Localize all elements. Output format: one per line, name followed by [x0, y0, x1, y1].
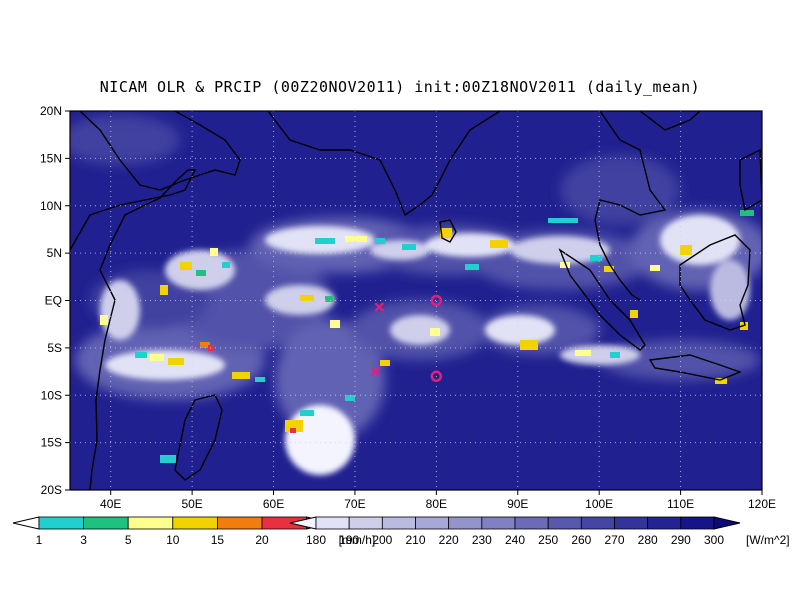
colorbar-swatch	[415, 516, 450, 530]
colorbar-label: 10	[166, 533, 180, 547]
lat-tick-label: EQ	[45, 294, 62, 308]
coastlines	[70, 111, 762, 490]
colorbar-swatch	[315, 516, 350, 530]
lon-tick-label: 60E	[263, 497, 284, 511]
colorbar-label: 270	[604, 533, 624, 547]
colorbar-swatch	[83, 516, 129, 530]
lon-tick-label: 70E	[344, 497, 365, 511]
lon-tick-label: 120E	[748, 497, 776, 511]
colorbar-label: 5	[125, 533, 132, 547]
lon-tick-label: 40E	[100, 497, 121, 511]
colorbar-unit: [W/m^2]	[746, 533, 790, 547]
colorbar-swatch	[647, 516, 682, 530]
lat-tick-label: 15S	[41, 436, 62, 450]
lat-tick-label: 10N	[40, 199, 62, 213]
lon-tick-label: 110E	[667, 497, 694, 511]
x-marker	[370, 366, 381, 377]
colorbar-swatch	[216, 516, 263, 530]
colorbar-label: 300	[704, 533, 724, 547]
colorbar-label: 20	[255, 533, 269, 547]
x-marker	[374, 302, 385, 312]
lon-tick-label: 90E	[507, 497, 528, 511]
olr-field	[70, 111, 762, 490]
colorbar-label: 180	[306, 533, 326, 547]
colorbar-swatch	[547, 516, 582, 530]
colorbar-label: 230	[472, 533, 492, 547]
colorbar-swatch	[127, 516, 174, 530]
map-grid	[70, 111, 762, 490]
colorbar-unit: [mm/h]	[339, 533, 376, 547]
map-axes: 20N 15N 10N 5N EQ 5S 10S 15S 20S 40E 50E 60E 70E 80E 9…	[40, 104, 776, 511]
precip-field	[100, 210, 754, 463]
colorbar-swatch	[580, 516, 615, 530]
colorbar-label: 3	[80, 533, 87, 547]
lat-tick-label: 20N	[40, 104, 62, 118]
lat-tick-label: 20S	[41, 483, 62, 497]
colorbar-swatch	[38, 516, 84, 530]
markers	[370, 294, 443, 383]
colorbar-swatch	[680, 516, 715, 530]
lat-tick-label: 15N	[40, 151, 62, 165]
colorbar-label: 190	[339, 533, 359, 547]
circle-marker	[430, 370, 443, 383]
colorbar-low-arrow	[12, 516, 40, 530]
colorbar-label: 220	[439, 533, 459, 547]
colorbar-label: 250	[538, 533, 558, 547]
lon-tick-label: 100E	[585, 497, 613, 511]
map-title: NICAM OLR & PRCIP (00Z20NOV2011) init:00…	[99, 78, 701, 96]
lat-tick-label: 5N	[47, 246, 62, 260]
colorbar-label: 200	[372, 533, 392, 547]
lon-tick-label: 80E	[426, 497, 447, 511]
circle-marker	[430, 294, 443, 307]
lat-tick-label: 5S	[47, 341, 62, 355]
colorbar-swatch	[172, 516, 218, 530]
colorbar-swatch	[481, 516, 516, 530]
colorbar-label: 240	[505, 533, 525, 547]
colorbar-swatch	[614, 516, 649, 530]
olr-colorbar: 180 190 200 210 220 230 240 250 260 270 280 290 300 […	[289, 516, 790, 547]
colorbar-label: 1	[36, 533, 43, 547]
lat-tick-label: 10S	[41, 388, 62, 402]
precip-colorbar: 1 3 5 10 15 20 [mm/h]	[12, 516, 376, 547]
colorbar-label: 210	[405, 533, 425, 547]
colorbar-swatch	[381, 516, 416, 530]
colorbar-swatch	[448, 516, 483, 530]
lon-tick-label: 50E	[181, 497, 202, 511]
colorbar-swatch	[348, 516, 383, 530]
colorbar-label: 260	[571, 533, 591, 547]
colorbar-swatch	[514, 516, 549, 530]
colorbar-label: 15	[211, 533, 225, 547]
colorbar-label: 290	[671, 533, 691, 547]
colorbar-label: 280	[638, 533, 658, 547]
colorbar-high-arrow	[713, 516, 741, 530]
